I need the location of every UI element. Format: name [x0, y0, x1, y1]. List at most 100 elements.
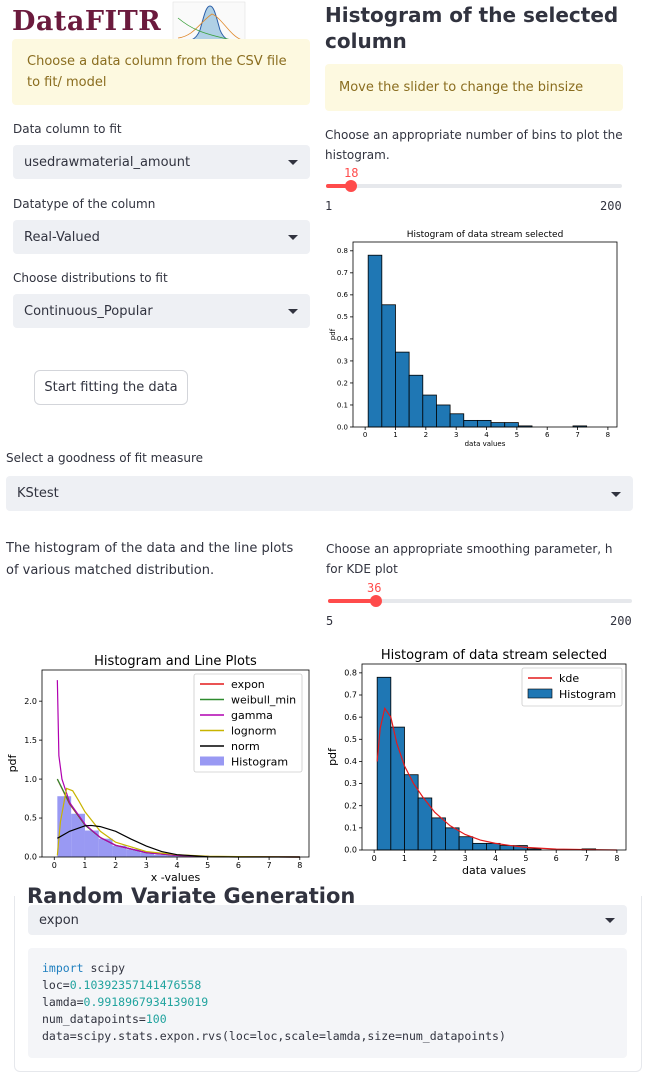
chart-title: Histogram of data stream selected [381, 648, 607, 663]
x-tick-label: 2 [424, 431, 428, 439]
y-tick-label: 0.5 [24, 814, 37, 823]
code-token: import [42, 961, 84, 975]
x-tick-label: 2 [432, 854, 437, 863]
distributions-select[interactable]: Continuous_Popular [13, 294, 310, 328]
code-token: lamda= [42, 995, 84, 1009]
legend-label: weibull_min [231, 694, 296, 707]
chevron-down-icon [611, 491, 621, 497]
code-token: num_datapoints= [42, 1012, 146, 1026]
start-fitting-button[interactable]: Start fitting the data [34, 370, 188, 405]
kde-label: Choose an appropriate smoothing paramete… [326, 542, 613, 576]
plot-frame [352, 241, 618, 428]
legend-box [193, 673, 303, 773]
y-tick-label: 0.7 [344, 691, 357, 700]
y-tick-label: 2.0 [24, 697, 37, 706]
y-axis-label: pdf [328, 747, 339, 766]
y-tick-label: 0.2 [344, 801, 357, 810]
y-tick-label: 0.3 [344, 779, 357, 788]
histogram-bar [381, 304, 396, 428]
plot-frame [361, 663, 627, 851]
gof-label: Select a goodness of fit measure [6, 451, 204, 465]
data-column-value: usedrawmaterial_amount [24, 154, 191, 170]
histogram-bar [504, 422, 519, 428]
bins-slider-max: 200 [600, 199, 622, 213]
x-tick-label: 7 [584, 854, 589, 863]
x-tick-label: 2 [113, 861, 118, 870]
y-tick-label: 0.1 [344, 824, 357, 833]
x-tick-label: 5 [523, 854, 528, 863]
kde-slider-handle[interactable] [370, 595, 383, 607]
y-tick-label: 0.0 [24, 853, 37, 862]
gof-select[interactable]: KStest [6, 476, 633, 511]
distributions-value: Continuous_Popular [24, 303, 153, 319]
histogram-bar [140, 852, 155, 857]
kde-slider[interactable] [328, 595, 632, 607]
x-tick-label: 1 [393, 431, 397, 439]
chevron-down-icon [605, 918, 615, 923]
info-choose-column: Choose a data column from the CSV file t… [12, 39, 310, 105]
code-token: 0.10392357141476558 [69, 978, 202, 992]
histogram-bar [472, 842, 487, 851]
datatype-value: Real-Valued [24, 229, 100, 245]
bins-slider-fill [326, 184, 352, 188]
legend-label: gamma [231, 709, 273, 722]
histogram-bar [57, 796, 72, 857]
x-tick-label: 8 [297, 861, 302, 870]
datatype-select[interactable]: Real-Valued [13, 220, 310, 254]
rvg-distribution-value: expon [39, 912, 79, 928]
y-tick-label: 0.4 [337, 335, 349, 343]
histogram-bar [154, 854, 168, 857]
x-tick-label: 6 [236, 861, 241, 870]
y-tick-label: 0.2 [337, 379, 348, 387]
histogram-bar [367, 254, 383, 428]
y-tick-label: 0.4 [344, 757, 357, 766]
x-tick-label: 0 [372, 854, 377, 863]
legend-label: expon [231, 678, 265, 691]
y-tick-label: 0.1 [337, 401, 348, 409]
histogram-bar [458, 836, 474, 851]
kde-slider-min: 5 [326, 614, 334, 628]
y-tick-label: 0.3 [337, 357, 348, 365]
legend-label: lognorm [231, 725, 277, 738]
legend-label: kde [559, 672, 579, 685]
page-title: Histogram of the selected column [325, 3, 619, 53]
histogram-bar [112, 845, 127, 857]
y-tick-label: 0.7 [337, 269, 348, 277]
x-tick-label: 0 [363, 431, 367, 439]
info-binsize: Move the slider to change the binsize [325, 64, 623, 111]
histogram-bar [408, 374, 424, 428]
x-axis-label: data values [465, 440, 506, 448]
y-axis-label: pdf [329, 328, 337, 340]
bins-slider-min: 1 [325, 199, 333, 213]
code-token: loc= [42, 978, 70, 992]
histogram-bar [395, 351, 410, 428]
bins-slider-handle[interactable] [345, 180, 358, 192]
histogram-bar [490, 422, 506, 428]
kde-slider-value: 36 [367, 581, 382, 595]
distributions-label: Choose distributions to fit [13, 271, 168, 285]
histogram-description: The histogram of the data and the line p… [6, 541, 294, 578]
x-tick-label: 3 [454, 431, 458, 439]
histogram-bar [98, 838, 113, 857]
y-tick-label: 0.6 [337, 291, 349, 299]
chevron-down-icon [288, 309, 298, 314]
x-tick-label: 4 [174, 861, 179, 870]
chart-title: Histogram and Line Plots [94, 654, 257, 669]
y-tick-label: 0.8 [337, 247, 348, 255]
x-tick-label: 5 [515, 431, 519, 439]
datatype-label: Datatype of the column [13, 197, 156, 211]
code-token: scipy [83, 961, 126, 975]
data-column-select[interactable]: usedrawmaterial_amount [13, 145, 310, 179]
bins-slider[interactable] [326, 180, 622, 192]
histogram-bar [445, 827, 460, 851]
bins-slider-value: 18 [344, 166, 359, 180]
histogram-bar [404, 774, 419, 851]
gof-value: KStest [17, 486, 59, 501]
x-tick-label: 7 [267, 861, 272, 870]
legend-label: Histogram [559, 688, 616, 701]
x-tick-label: 4 [484, 431, 489, 439]
y-tick-label: 0.0 [337, 423, 348, 431]
x-axis-label: x -values [151, 871, 201, 882]
bins-label: Choose an appropriate number of bins to … [325, 128, 623, 162]
rvg-distribution-select[interactable]: expon [28, 905, 627, 935]
